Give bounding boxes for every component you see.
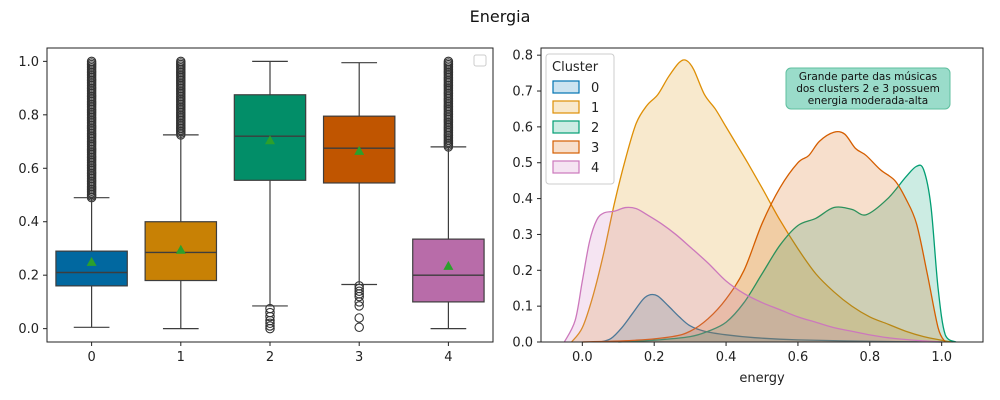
boxplot-ytick-label: 0.8	[18, 108, 39, 123]
kde-xtick-label: 0.8	[859, 350, 880, 365]
legend-swatch-2	[552, 120, 580, 134]
legend-swatch-1	[552, 100, 580, 114]
kde-legend: Cluster 0 1 2 3 4	[545, 53, 615, 185]
mean-marker	[265, 135, 275, 145]
kde-xtick-label: 1.0	[931, 350, 952, 365]
kde-areas	[563, 59, 957, 343]
kde-line-cluster-0	[600, 293, 942, 343]
kde-line-cluster-4	[563, 206, 942, 343]
box-0	[55, 250, 128, 287]
flier-point	[354, 286, 364, 296]
boxplot-ytick-label: 0.0	[18, 322, 39, 337]
kde-ytick-label: 0.5	[512, 156, 533, 171]
figure-suptitle: Energia	[470, 7, 531, 26]
empty-legend-box	[473, 54, 487, 67]
boxplot-panel: 0.0 0.2 0.4 0.6 0.8 1.0 0 1 2 3 4	[18, 47, 494, 365]
boxplot-xtick-label: 3	[355, 350, 363, 365]
kde-line-cluster-2	[618, 164, 957, 343]
kde-axis-ticks: 0.0 0.2 0.4 0.6 0.8 1.0 0.0 0.1 0.2 0.3 0.4 0.5 0.6 0…	[512, 49, 952, 365]
kde-ytick-label: 0.4	[512, 192, 533, 207]
box-4	[412, 238, 485, 303]
legend-swatch-0	[552, 80, 580, 94]
flier-point	[86, 56, 97, 67]
boxplot-ytick-label: 0.4	[18, 215, 39, 230]
flier-point	[265, 307, 275, 318]
kde-ytick-label: 0.3	[512, 228, 533, 243]
kde-area-cluster-2	[618, 165, 957, 342]
boxplot-ytick-label: 0.6	[18, 162, 39, 177]
kde-xlabel: energy	[739, 371, 785, 386]
kde-xtick-label: 0.6	[788, 350, 809, 365]
annotation-line-1: Grande parte das músicas	[799, 71, 937, 83]
mean-marker	[443, 260, 454, 270]
boxplot-ytick-label: 1.0	[18, 55, 39, 70]
annotation-box	[785, 67, 951, 110]
flier-point	[354, 301, 364, 311]
kde-panel: 0.0 0.2 0.4 0.6 0.8 1.0 0.0 0.1 0.2 0.3 0.4 0.5 0.6 0…	[512, 47, 984, 386]
kde-ytick-label: 0.7	[512, 85, 533, 100]
mean-marker	[175, 244, 186, 254]
legend-label-4: 4	[591, 161, 599, 176]
mean-marker	[86, 256, 97, 266]
boxplot-ytick-label: 0.2	[18, 269, 39, 284]
kde-annotation: Grande parte das músicas dos clusters 2 …	[785, 67, 951, 110]
kde-ytick-label: 0.0	[512, 336, 533, 351]
boxplot-boxes	[55, 60, 485, 330]
kde-ytick-label: 0.2	[512, 264, 533, 279]
flier-point	[354, 322, 364, 333]
flier-point	[443, 56, 454, 67]
legend-label-3: 3	[591, 141, 599, 156]
flier-point	[354, 313, 364, 323]
boxplot-axis-ticks: 0.0 0.2 0.4 0.6 0.8 1.0 0 1 2 3 4	[18, 55, 452, 365]
kde-ytick-label: 0.8	[512, 49, 533, 64]
kde-xtick-label: 0.4	[716, 350, 737, 365]
legend-label-2: 2	[591, 121, 599, 136]
legend-label-1: 1	[591, 101, 599, 116]
kde-area-cluster-0	[600, 294, 942, 342]
kde-area-cluster-3	[582, 131, 946, 342]
flier-point	[265, 321, 275, 331]
kde-xtick-label: 0.2	[644, 350, 665, 365]
boxplot-xtick-label: 2	[266, 350, 274, 365]
kde-ytick-label: 0.6	[512, 120, 533, 135]
kde-area-cluster-4	[564, 207, 942, 342]
kde-axes-frame	[540, 47, 984, 343]
kde-xtick-label: 0.0	[572, 350, 593, 365]
legend-entries: 0 1 2 3 4	[552, 80, 599, 176]
kde-line-cluster-1	[571, 59, 953, 343]
boxplot-xtick-label: 1	[177, 350, 185, 365]
legend-swatch-4	[552, 160, 580, 174]
kde-line-cluster-3	[582, 130, 946, 343]
kde-ytick-label: 0.1	[512, 300, 533, 315]
annotation-line-3: energia moderada-alta	[808, 95, 928, 107]
kde-area-cluster-1	[571, 59, 953, 343]
boxplot-xtick-label: 0	[87, 350, 95, 365]
annotation-line-2: dos clusters 2 e 3 possuem	[796, 83, 940, 95]
boxplot-fliers	[86, 56, 454, 334]
boxplot-xtick-label: 4	[444, 350, 452, 365]
flier-point	[176, 56, 186, 67]
legend-label-0: 0	[591, 81, 599, 96]
legend-title: Cluster	[552, 60, 599, 75]
legend-frame	[545, 53, 615, 185]
mean-marker	[354, 145, 365, 155]
flier-point	[265, 318, 275, 329]
legend-swatch-3	[552, 140, 580, 154]
